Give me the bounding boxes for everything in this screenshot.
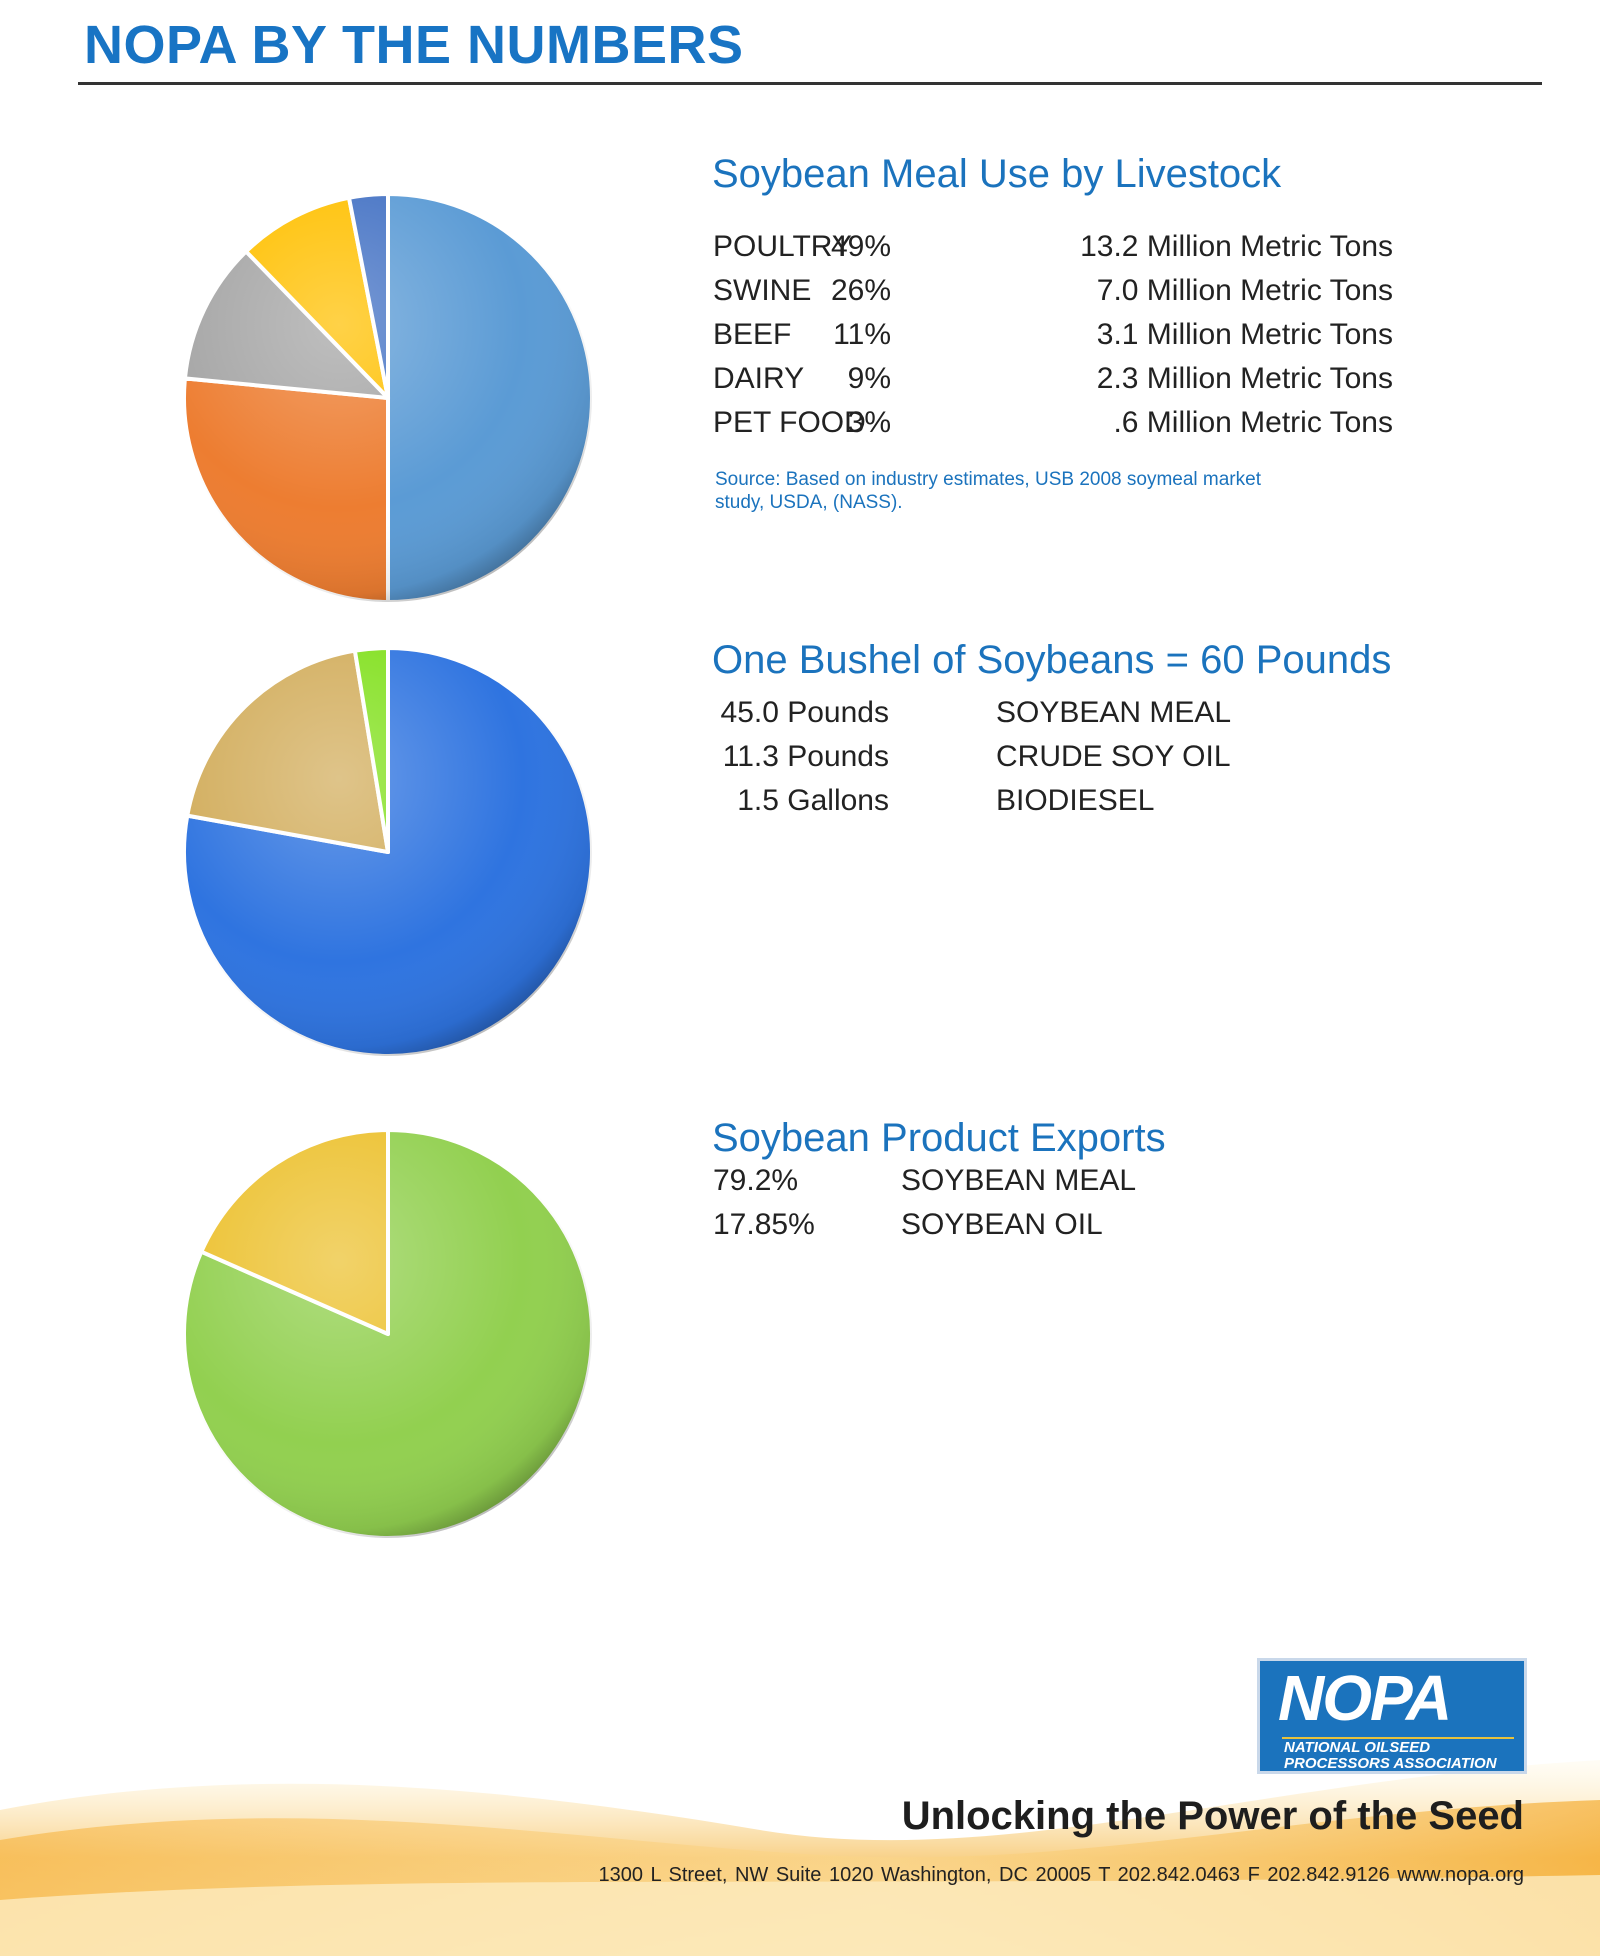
table-row: 79.2% SOYBEAN MEAL [713, 1164, 1213, 1208]
row-percent: 9% [847, 362, 891, 395]
logo-wordmark: NOPA [1278, 1662, 1452, 1734]
row-amount: 11.3 Pounds [722, 740, 889, 773]
livestock-table: POULTRY 49% 13.2 Million Metric Tons SWI… [713, 230, 1393, 450]
row-label: DAIRY [713, 362, 805, 395]
row-label: POULTRY [713, 230, 852, 263]
row-amount: 1.5 Gallons [737, 784, 889, 817]
row-label: SOYBEAN OIL [901, 1208, 1103, 1241]
livestock-pie-chart [182, 192, 594, 604]
bushel-section-title: One Bushel of Soybeans = 60 Pounds [712, 638, 1392, 682]
title-divider [78, 82, 1542, 85]
row-amount: 3.1 Million Metric Tons [1096, 318, 1393, 351]
row-percent: 3% [847, 406, 891, 439]
row-amount: 45.0 Pounds [720, 696, 889, 729]
row-percent: 17.85% [713, 1208, 815, 1241]
tagline: Unlocking the Power of the Seed [901, 1794, 1524, 1838]
row-amount: .6 Million Metric Tons [1113, 406, 1393, 439]
table-row: 11.3 Pounds CRUDE SOY OIL [713, 740, 1313, 784]
table-row: SWINE 26% 7.0 Million Metric Tons [713, 274, 1393, 318]
row-label: CRUDE SOY OIL [996, 740, 1231, 773]
table-row: POULTRY 49% 13.2 Million Metric Tons [713, 230, 1393, 274]
row-percent: 26% [830, 274, 891, 307]
row-label: BIODIESEL [996, 784, 1155, 817]
row-percent: 79.2% [713, 1164, 799, 1197]
row-label: SWINE [713, 274, 812, 307]
footer-wave-graphic [0, 1760, 1600, 1956]
exports-table: 79.2% SOYBEAN MEAL 17.85% SOYBEAN OIL [713, 1164, 1213, 1252]
source-note: Source: Based on industry estimates, USB… [715, 469, 1261, 513]
exports-pie-chart [182, 1128, 594, 1540]
pie-shading [184, 648, 592, 1056]
contact-address: 1300 L Street, NW Suite 1020 Washington,… [598, 1864, 1525, 1886]
row-amount: 2.3 Million Metric Tons [1096, 362, 1393, 395]
row-label: PET FOOD [713, 406, 866, 439]
logo-subtitle: NATIONAL OILSEED PROCESSORS ASSOCIATION [1284, 1739, 1497, 1772]
row-percent: 49% [830, 230, 891, 263]
table-row: 17.85% SOYBEAN OIL [713, 1208, 1213, 1252]
table-row: BEEF 11% 3.1 Million Metric Tons [713, 318, 1393, 362]
bushel-table: 45.0 Pounds SOYBEAN MEAL 11.3 Pounds CRU… [713, 696, 1313, 828]
nopa-logo: NOPA NATIONAL OILSEED PROCESSORS ASSOCIA… [1257, 1658, 1527, 1774]
bushel-pie-chart [182, 646, 594, 1058]
row-label: SOYBEAN MEAL [901, 1164, 1137, 1197]
pie-shading [184, 194, 592, 602]
table-row: 45.0 Pounds SOYBEAN MEAL [713, 696, 1313, 740]
row-label: SOYBEAN MEAL [996, 696, 1232, 729]
row-amount: 7.0 Million Metric Tons [1096, 274, 1393, 307]
logo-divider [1282, 1737, 1514, 1739]
row-percent: 11% [833, 318, 891, 351]
table-row: PET FOOD 3% .6 Million Metric Tons [713, 406, 1393, 450]
page-title: NOPA BY THE NUMBERS [84, 15, 744, 75]
row-amount: 13.2 Million Metric Tons [1080, 230, 1393, 263]
pie-shading [184, 1130, 592, 1538]
row-label: BEEF [713, 318, 792, 351]
table-row: DAIRY 9% 2.3 Million Metric Tons [713, 362, 1393, 406]
livestock-section-title: Soybean Meal Use by Livestock [712, 152, 1282, 196]
table-row: 1.5 Gallons BIODIESEL [713, 784, 1313, 828]
exports-section-title: Soybean Product Exports [712, 1116, 1166, 1160]
